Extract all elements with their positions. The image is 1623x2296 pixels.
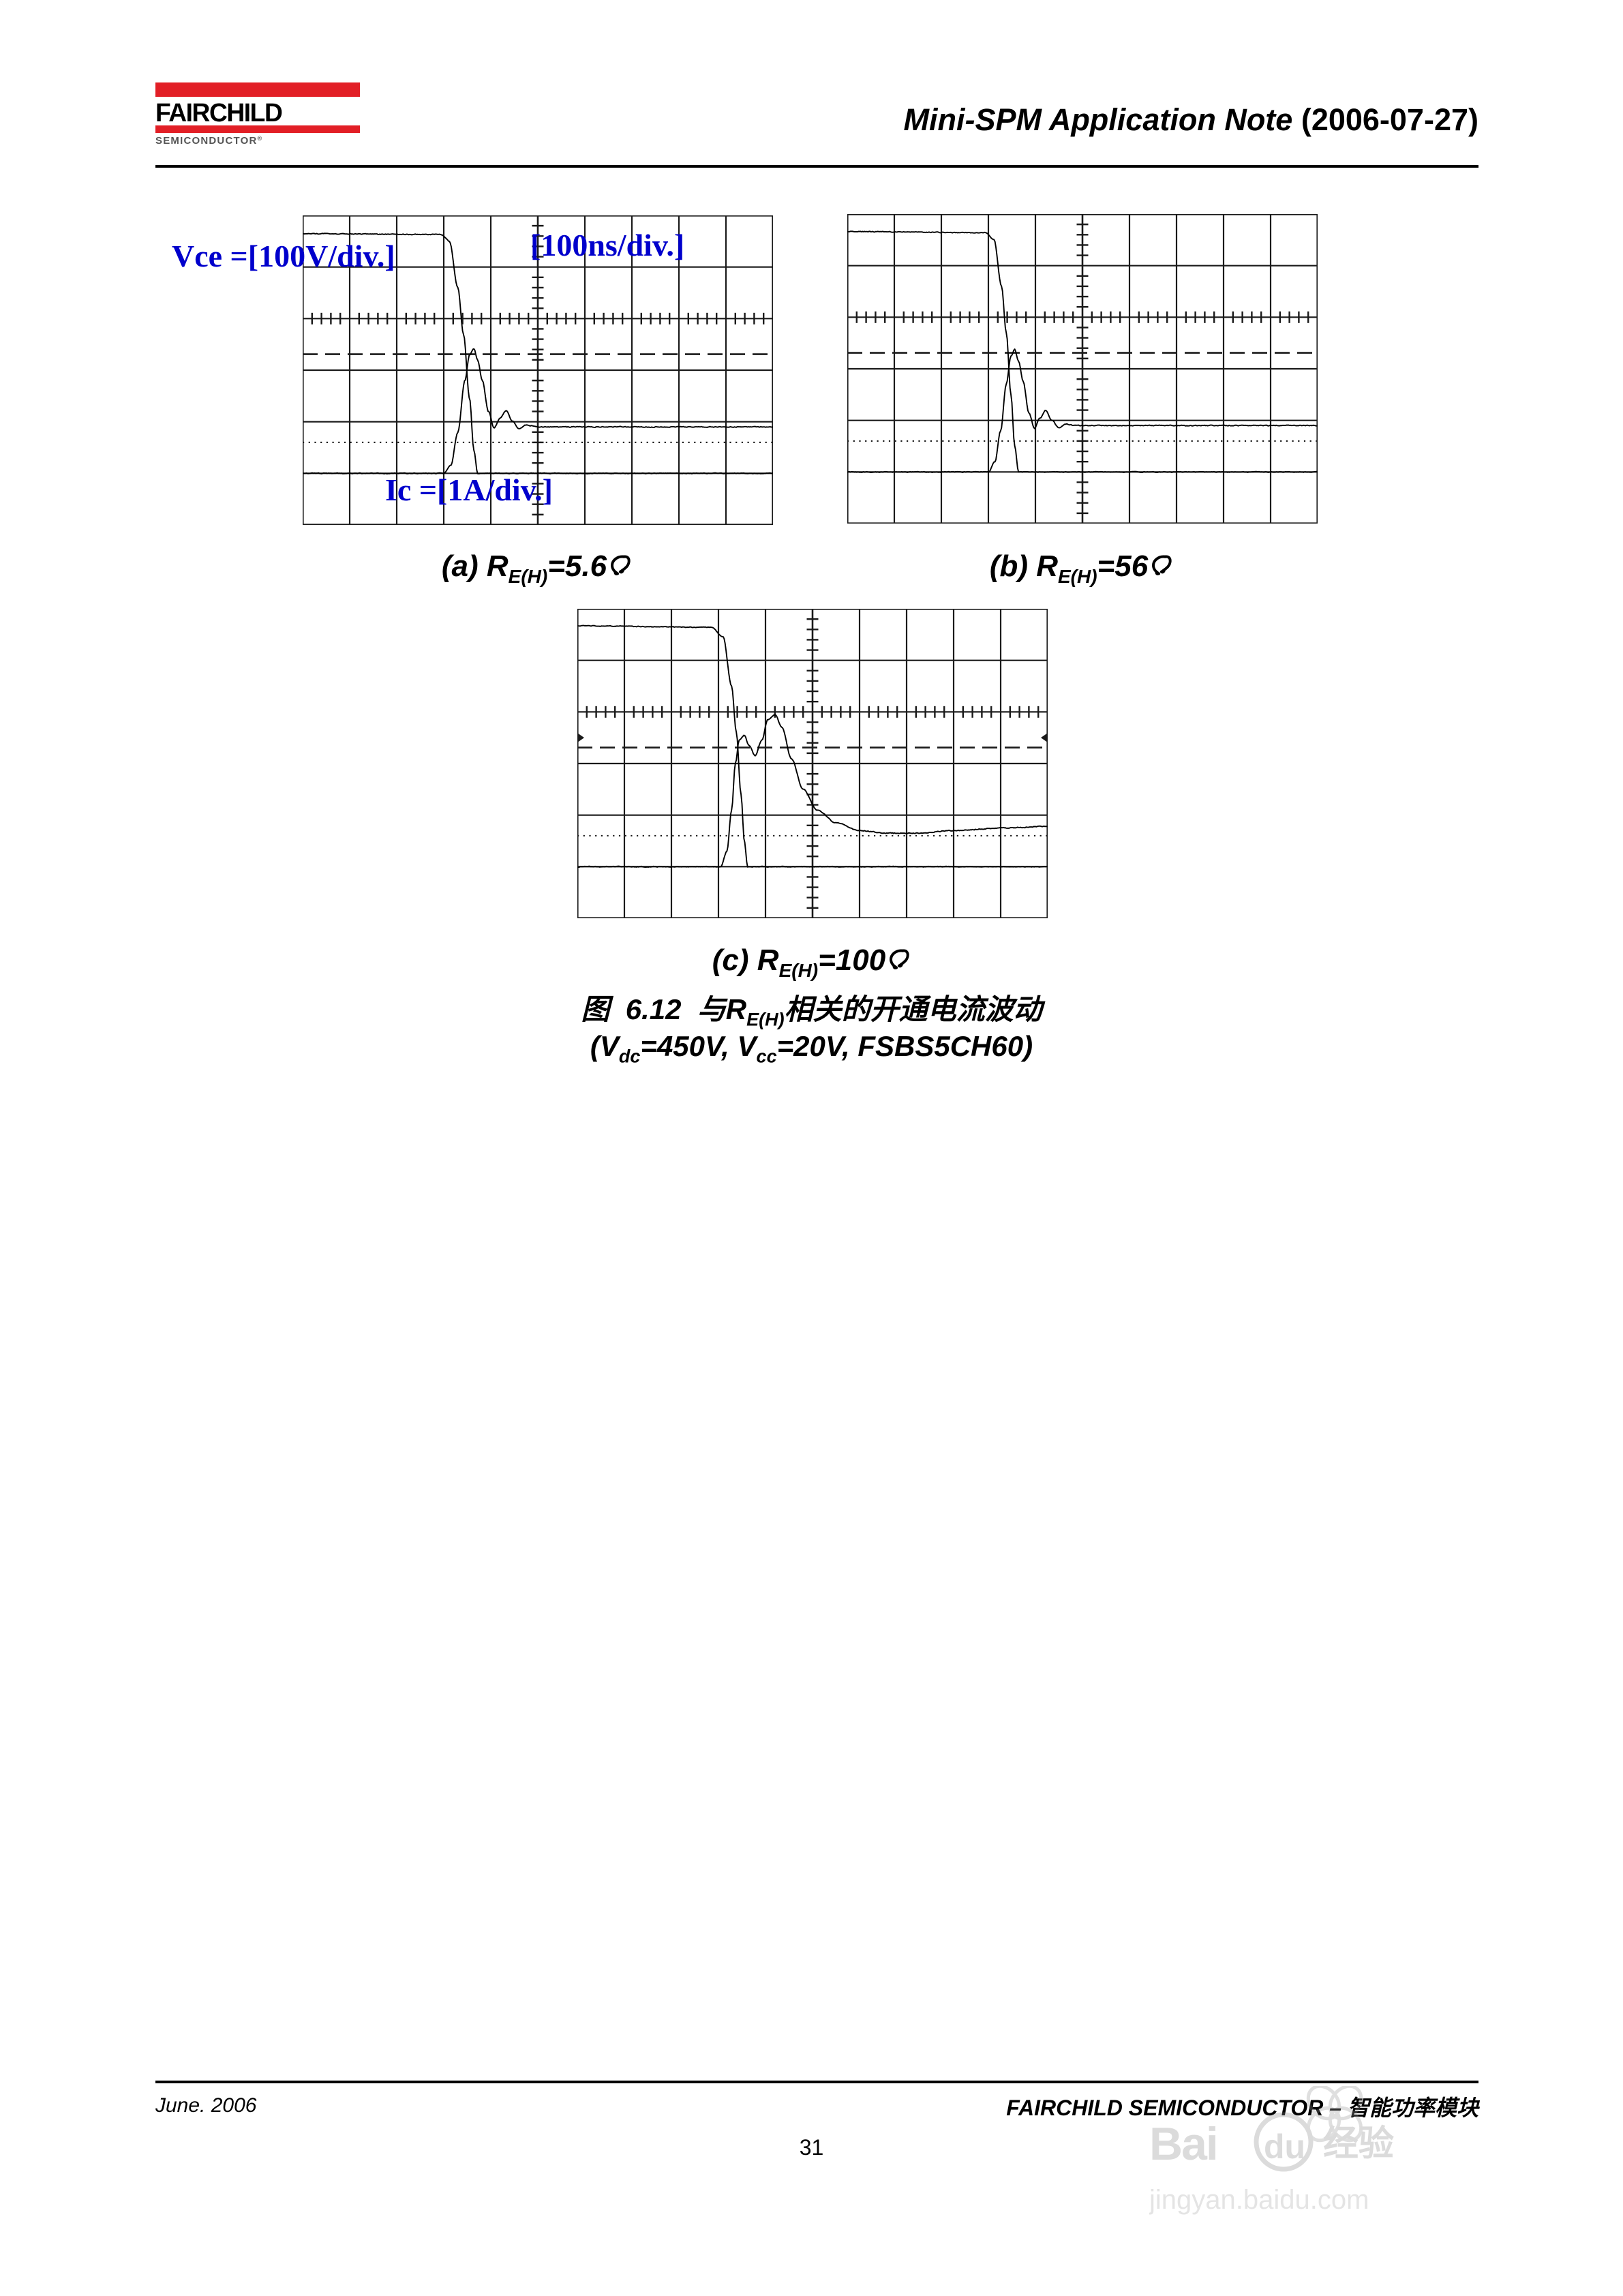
svg-text:经验: 经验 [1323,2124,1394,2164]
svg-text:du: du [1264,2128,1305,2166]
svg-text:Bai: Bai [1149,2118,1217,2170]
svg-text:jingyan.baidu.com: jingyan.baidu.com [1149,2185,1369,2215]
